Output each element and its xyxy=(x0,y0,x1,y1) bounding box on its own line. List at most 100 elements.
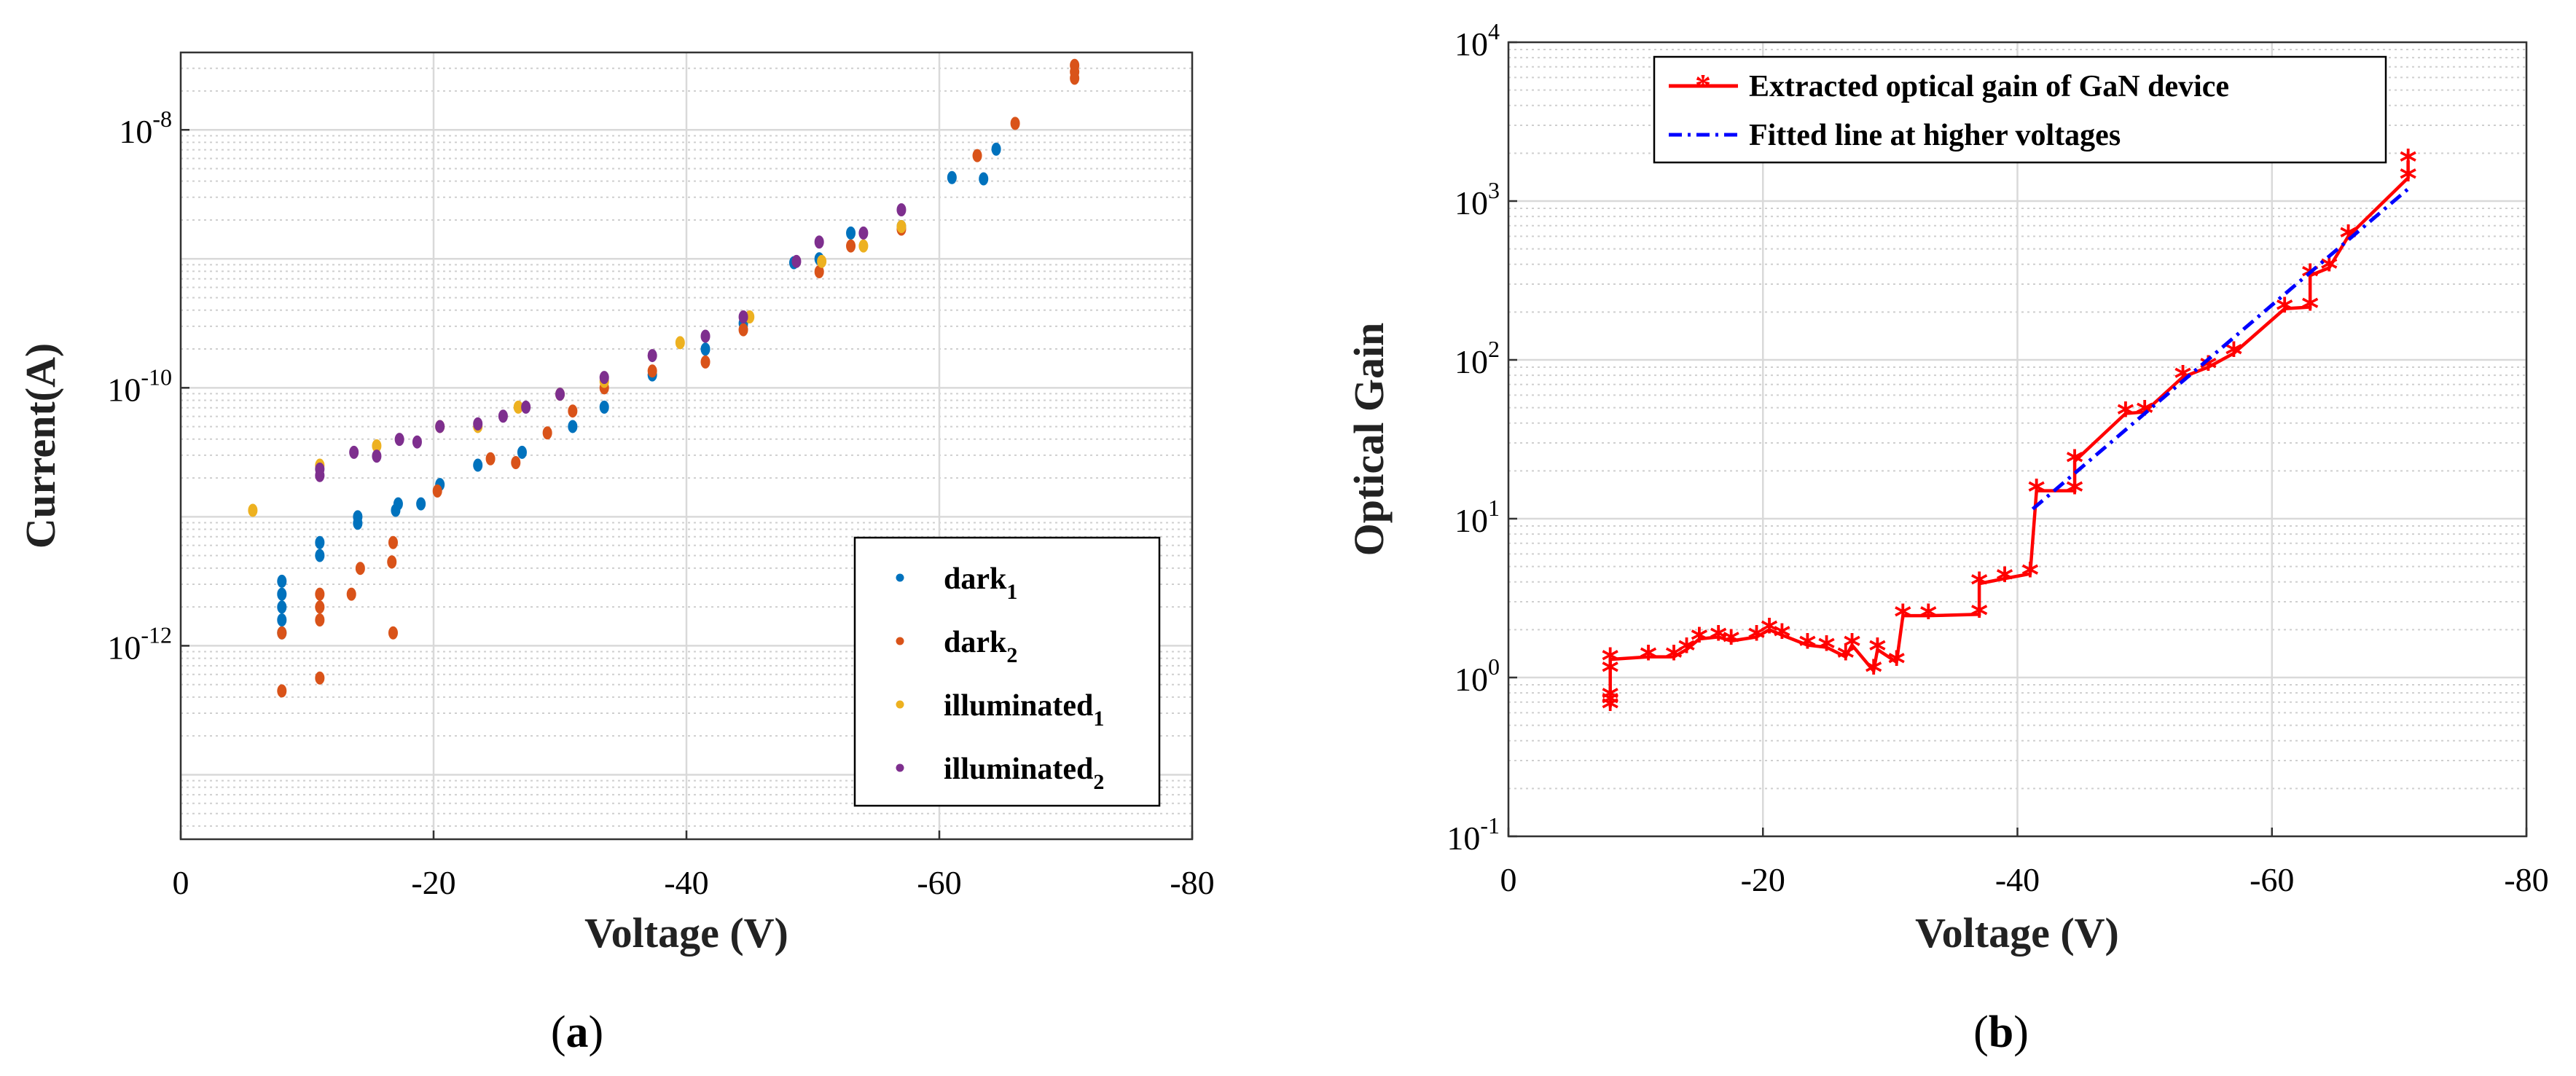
legend-marker-illuminated2 xyxy=(896,763,904,772)
scatter-point-dark2 xyxy=(846,239,856,253)
panel-b-caption: (b) xyxy=(1973,1008,2029,1057)
panel-a-caption: (a) xyxy=(551,1008,603,1057)
scatter-point-dark1 xyxy=(947,170,957,184)
gain-star-marker: * xyxy=(1865,653,1882,692)
scatter-point-illuminated2 xyxy=(521,400,531,414)
scatter-point-dark2 xyxy=(432,484,442,498)
scatter-point-illuminated1 xyxy=(675,336,685,350)
scatter-point-dark1 xyxy=(353,510,363,524)
scatter-point-dark2 xyxy=(647,364,657,378)
scatter-point-dark1 xyxy=(393,497,403,511)
legend-marker-illuminated1 xyxy=(896,700,904,709)
x-tick-label: -60 xyxy=(2250,861,2294,898)
x-tick-label: -40 xyxy=(664,864,708,901)
scatter-point-illuminated2 xyxy=(435,420,445,433)
gain-star-marker: * xyxy=(1665,639,1683,678)
gain-star-marker: * xyxy=(2066,443,2083,482)
scatter-point-illuminated2 xyxy=(896,203,907,216)
scatter-point-illuminated1 xyxy=(896,220,907,234)
gain-star-marker: * xyxy=(1837,639,1855,678)
scatter-point-illuminated2 xyxy=(700,329,710,343)
gain-star-marker: * xyxy=(2400,142,2417,181)
gain-star-marker: * xyxy=(2301,289,2319,329)
y-tick-label: 103 xyxy=(1455,177,1500,221)
scatter-point-illuminated2 xyxy=(412,435,422,449)
scatter-point-illuminated2 xyxy=(473,417,483,431)
gain-star-marker: * xyxy=(1640,639,1657,678)
x-tick-label: -80 xyxy=(2504,861,2548,898)
gain-star-marker: * xyxy=(1818,629,1836,669)
legend-label-dark2: dark2 xyxy=(944,626,1017,667)
scatter-point-dark2 xyxy=(388,535,398,549)
scatter-point-illuminated2 xyxy=(315,468,325,482)
scatter-point-dark2 xyxy=(315,587,325,601)
y-tick-label: 104 xyxy=(1455,18,1500,63)
x-tick-label: -40 xyxy=(1995,861,2040,898)
scatter-point-dark2 xyxy=(315,600,325,614)
panel-a-legend: dark1 dark2 illuminated1 illuminated2 xyxy=(853,536,1161,807)
panel-a-ylabel: Current(A) xyxy=(17,343,64,549)
gain-star-marker: * xyxy=(1919,597,1937,637)
y-tick-label: 100 xyxy=(1455,653,1500,698)
gain-star-marker: * xyxy=(2276,291,2293,330)
panel-a-legend-box xyxy=(853,536,1161,807)
scatter-point-dark2 xyxy=(1070,65,1080,79)
gain-line xyxy=(1608,160,2410,707)
scatter-point-dark2 xyxy=(387,555,397,569)
legend-label-illuminated2: illuminated2 xyxy=(944,753,1104,794)
scatter-point-dark1 xyxy=(979,172,989,186)
scatter-point-dark2 xyxy=(511,456,521,470)
legend-label-illuminated1: illuminated1 xyxy=(944,689,1104,731)
scatter-point-dark1 xyxy=(568,420,578,433)
gain-star-marker: * xyxy=(2301,257,2319,297)
y-tick-label: 101 xyxy=(1455,495,1500,539)
scatter-point-illuminated2 xyxy=(858,226,869,240)
scatter-point-illuminated1 xyxy=(248,503,258,517)
scatter-point-dark1 xyxy=(315,549,325,562)
scatter-point-illuminated1 xyxy=(372,439,382,452)
gain-star-marker: * xyxy=(1798,627,1816,667)
scatter-point-dark2 xyxy=(315,671,325,685)
scatter-point-dark2 xyxy=(277,684,287,698)
gain-star-marker: * xyxy=(1843,627,1860,667)
y-tick-label: 10-1 xyxy=(1446,812,1500,857)
gain-star-marker: * xyxy=(1773,617,1790,656)
scatter-point-illuminated2 xyxy=(599,371,609,385)
gain-star-marker: * xyxy=(1747,618,1765,658)
scatter-point-dark1 xyxy=(416,497,426,511)
gain-star-marker: * xyxy=(1710,618,1727,658)
panel-a-ticks: 0 -20 -40 -60 -80 10-12 10-10 10-8 xyxy=(107,106,1214,901)
scatter-point-dark2 xyxy=(542,426,552,440)
scatter-point-dark2 xyxy=(315,613,325,627)
x-tick-label: 0 xyxy=(173,864,189,901)
gain-star-marker: * xyxy=(1894,597,1911,637)
scatter-point-dark1 xyxy=(277,613,287,627)
gain-star-marker: * xyxy=(2199,349,2217,388)
scatter-point-dark1 xyxy=(846,226,856,240)
panel-a-axes-box xyxy=(179,51,1194,841)
panel-b-marks: ***** * *** ** *** * * **** ** * ** * ** *** ** * ** ** **… xyxy=(1602,142,2417,728)
gain-star-marker: * xyxy=(1602,679,1619,718)
y-tick-label: 102 xyxy=(1455,336,1500,380)
scatter-point-illuminated2 xyxy=(791,254,802,268)
y-tick-label: 10-8 xyxy=(119,106,172,150)
scatter-point-dark2 xyxy=(700,355,710,369)
y-tick-label: 10-12 xyxy=(107,621,172,666)
panel-b-legend: * Extracted optical gain of GaN device F… xyxy=(1653,55,2387,164)
y-tick-label: 10-10 xyxy=(107,364,172,408)
gain-star-marker: * xyxy=(1602,689,1619,729)
scatter-point-dark2 xyxy=(388,626,398,640)
scatter-point-illuminated2 xyxy=(394,433,404,447)
x-tick-label: -20 xyxy=(1741,861,1785,898)
scatter-point-illuminated1 xyxy=(513,400,523,414)
legend-label-gain: Extracted optical gain of GaN device xyxy=(1749,70,2229,103)
scatter-point-dark1 xyxy=(599,400,609,414)
legend-label-dark1: dark1 xyxy=(944,562,1017,604)
gain-star-marker: * xyxy=(1888,644,1906,683)
scatter-point-illuminated2 xyxy=(647,349,657,363)
scatter-point-dark2 xyxy=(738,323,748,337)
panel-a-marks xyxy=(248,58,1080,698)
panel-a: 0 -20 -40 -60 -80 10-12 10-10 10-8 dark1 dark2 … xyxy=(17,51,1215,1057)
scatter-point-dark1 xyxy=(473,458,483,472)
